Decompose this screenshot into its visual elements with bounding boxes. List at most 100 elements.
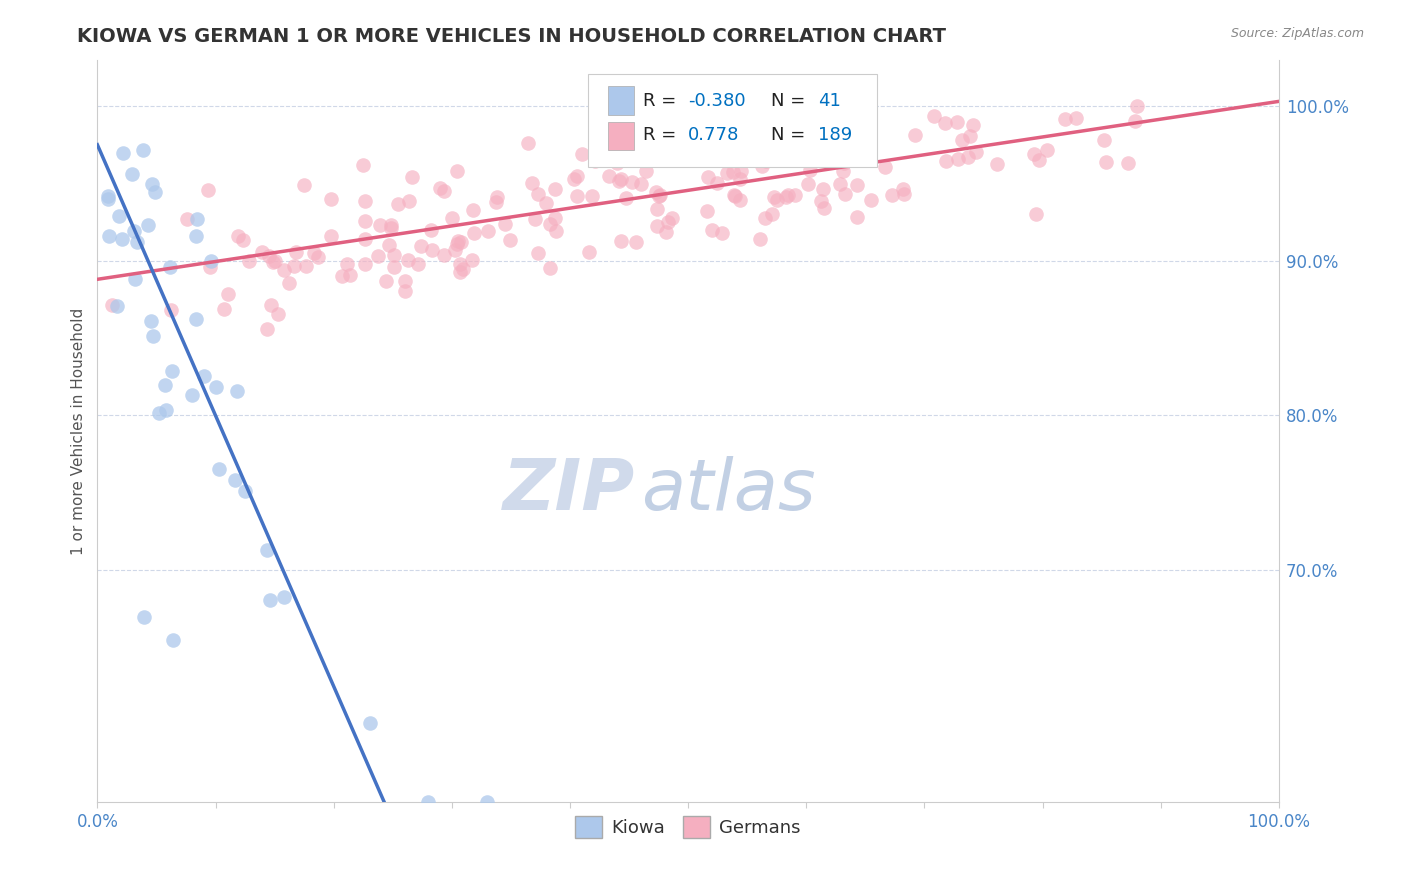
FancyBboxPatch shape [588,74,877,168]
Point [420,243,443,257]
Point [273,263,295,277]
Point [754,211,776,226]
Point [785,188,807,202]
Point [775,190,797,204]
Point [645,219,668,234]
Point [813,182,835,196]
Point [105,300,128,314]
Point [578,244,600,259]
Point [544,182,567,196]
Point [124,224,146,238]
Point [946,153,969,167]
Point [330,269,353,284]
Point [817,115,839,129]
Point [755,153,778,168]
Point [565,189,588,203]
Point [778,142,800,156]
Point [382,260,405,275]
Point [233,484,256,499]
Point [844,147,866,161]
Text: 0.778: 0.778 [688,127,740,145]
Point [125,235,148,250]
Point [832,156,855,170]
Point [524,212,547,227]
Point [728,194,751,208]
Point [449,257,471,271]
Point [250,245,273,260]
Point [526,187,548,202]
Point [460,253,482,268]
Point [499,233,522,247]
Point [184,311,207,326]
Point [354,214,377,228]
Point [124,271,146,285]
Point [367,249,389,263]
Point [815,109,838,123]
Point [441,211,464,225]
Point [956,150,979,164]
Point [449,265,471,279]
Point [273,591,295,605]
Point [155,377,177,392]
Point [935,154,957,169]
Point [307,250,329,264]
Point [259,593,281,607]
Point [834,186,856,201]
Point [648,187,671,202]
Point [607,174,630,188]
Point [775,150,797,164]
Point [546,224,568,238]
Point [882,187,904,202]
Point [610,234,633,248]
Point [184,229,207,244]
Point [721,150,744,164]
Point [302,245,325,260]
Point [655,225,678,239]
Point [450,235,472,249]
Point [143,185,166,199]
Point [962,118,984,132]
Point [419,223,441,237]
Point [565,169,588,183]
Point [520,177,543,191]
Point [571,147,593,161]
Point [225,384,247,399]
Point [598,169,620,184]
Point [1095,155,1118,169]
Point [700,222,723,236]
Point [859,193,882,207]
Text: N =: N = [770,92,811,110]
Point [217,286,239,301]
Point [716,166,738,180]
Point [1116,156,1139,170]
Point [352,158,374,172]
Point [595,113,617,128]
Text: -0.380: -0.380 [688,92,745,110]
Point [461,202,484,217]
Point [1025,207,1047,221]
Point [583,154,606,169]
Point [433,248,456,262]
Point [418,795,440,809]
Point [278,276,301,290]
Point [259,249,281,263]
Point [200,254,222,268]
Point [382,248,405,262]
Point [176,212,198,227]
Point [447,234,470,248]
Point [186,211,208,226]
Point [945,114,967,128]
Point [645,185,668,199]
Point [859,109,882,123]
Point [766,193,789,207]
Point [538,261,561,276]
Point [485,195,508,210]
Point [630,177,652,191]
Point [197,183,219,197]
Point [354,257,377,271]
Point [538,217,561,231]
Point [721,165,744,179]
Point [494,217,516,231]
Point [446,236,468,251]
Text: 41: 41 [818,92,841,110]
